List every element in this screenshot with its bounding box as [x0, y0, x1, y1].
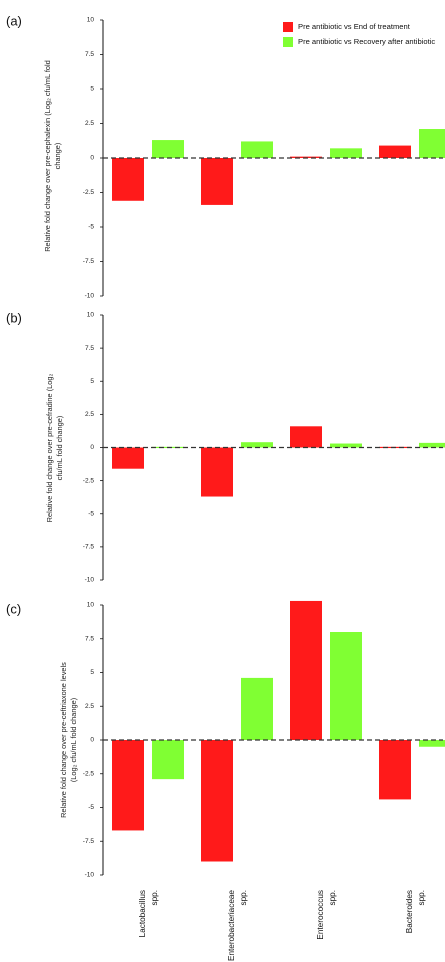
y-axis-label: Relative fold change over pre-ceftriaxon…	[59, 662, 78, 818]
legend-swatch	[283, 37, 293, 47]
y-axis-label-line: cfu/mL fold change)	[55, 416, 64, 481]
y-tick-label: 2.5	[85, 411, 94, 418]
y-tick-label: -10	[85, 872, 95, 879]
y-axis-label-line: (Log₂ cfu/mL fold change)	[69, 698, 78, 782]
y-tick-label: 0	[90, 737, 94, 744]
bar-end-of-treatment	[112, 447, 144, 469]
panel-a: (a) 10 7.5 5 2.5 0 -2.5 -5 -7.5 -10 Relative fold …	[6, 13, 445, 300]
y-tick-label: 5	[90, 86, 94, 93]
y-tick-label: 5	[90, 378, 94, 385]
bar-recovery	[330, 632, 362, 740]
y-axis-label: Relative fold change over pre-cephalexin…	[43, 60, 62, 252]
y-tick-label: 0	[90, 155, 94, 162]
y-axis-label: Relative fold change over pre-cefradine …	[45, 374, 64, 523]
y-tick-label: -2.5	[83, 477, 95, 484]
bar-recovery	[419, 129, 445, 158]
category-label-line: Bacteroides	[405, 890, 414, 933]
bar-recovery	[419, 442, 445, 448]
y-tick-label: 7.5	[85, 635, 94, 642]
category-label: Enterobacteriaceae spp.	[227, 890, 248, 961]
y-axis-label-line: Relative fold change over pre-cefradine …	[45, 374, 54, 523]
bar-end-of-treatment	[290, 156, 322, 158]
y-tick-label: -10	[85, 577, 95, 584]
y-tick-label: 2.5	[85, 120, 94, 127]
y-tick-label: 7.5	[85, 51, 94, 58]
category-label-line: spp.	[328, 890, 337, 905]
bar-recovery	[330, 148, 362, 158]
y-tick-label: 10	[87, 312, 95, 319]
y-tick-label: -5	[88, 804, 94, 811]
bar-recovery	[241, 442, 273, 448]
panel-letter: (c)	[6, 601, 21, 616]
category-label-line: Enterobacteriaceae	[227, 890, 236, 961]
y-tick-label: -7.5	[83, 544, 95, 551]
y-tick-label: -7.5	[83, 838, 95, 845]
y-axis-label-line: Relative fold change over pre-ceftriaxon…	[59, 662, 68, 818]
bar-end-of-treatment	[112, 158, 144, 201]
category-label-line: spp.	[239, 890, 248, 905]
y-tick-label: -2.5	[83, 189, 95, 196]
category-label: Lactobacillus spp.	[138, 890, 159, 937]
bar-recovery	[419, 740, 445, 747]
panel-letter: (b)	[6, 310, 22, 325]
legend-swatch	[283, 22, 293, 32]
bar-recovery	[241, 677, 273, 740]
bar-end-of-treatment	[379, 740, 411, 800]
y-axis-label-line: change)	[53, 143, 62, 170]
y-tick-label: -2.5	[83, 770, 95, 777]
y-tick-label: 2.5	[85, 703, 94, 710]
legend: Pre antibiotic vs End of treatment Pre an…	[283, 22, 435, 47]
bar-recovery	[241, 141, 273, 158]
legend-label: Pre antibiotic vs Recovery after antibio…	[298, 37, 435, 46]
bar-end-of-treatment	[201, 447, 233, 497]
y-tick-label: 5	[90, 669, 94, 676]
category-label: Enterococcus spp.	[316, 890, 337, 940]
panel-b: (b) 10 7.5 5 2.5 0 -2.5 -5 -7.5 -10 Relative fold …	[6, 310, 445, 584]
y-tick-label: -7.5	[83, 258, 95, 265]
y-tick-label: -5	[88, 224, 94, 231]
category-label-line: spp.	[150, 890, 159, 905]
bar-end-of-treatment	[201, 740, 233, 862]
y-tick-label: 0	[90, 444, 94, 451]
bar-end-of-treatment	[290, 600, 322, 740]
category-label-line: spp.	[417, 890, 426, 905]
y-tick-label: -5	[88, 510, 94, 517]
bar-end-of-treatment	[379, 145, 411, 158]
y-axis-label-line: Relative fold change over pre-cephalexin…	[43, 60, 52, 252]
y-tick-label: -10	[85, 293, 95, 300]
category-label-line: Lactobacillus	[138, 890, 147, 937]
bar-recovery	[152, 740, 184, 780]
category-label-line: Enterococcus	[316, 890, 325, 940]
bar-end-of-treatment	[290, 426, 322, 448]
legend-label: Pre antibiotic vs End of treatment	[298, 22, 411, 31]
bar-recovery	[330, 443, 362, 448]
panel-letter: (a)	[6, 13, 22, 28]
y-tick-label: 7.5	[85, 345, 94, 352]
bar-end-of-treatment	[201, 158, 233, 205]
category-label: Bacteroides spp.	[405, 890, 426, 933]
y-tick-label: 10	[87, 602, 95, 609]
y-tick-label: 10	[87, 17, 95, 24]
bar-end-of-treatment	[112, 740, 144, 831]
bar-recovery	[152, 140, 184, 158]
panel-c: (c) 10 7.5 5 2.5 0 -2.5 -5 -7.5 -10 Relative fold …	[6, 600, 445, 961]
